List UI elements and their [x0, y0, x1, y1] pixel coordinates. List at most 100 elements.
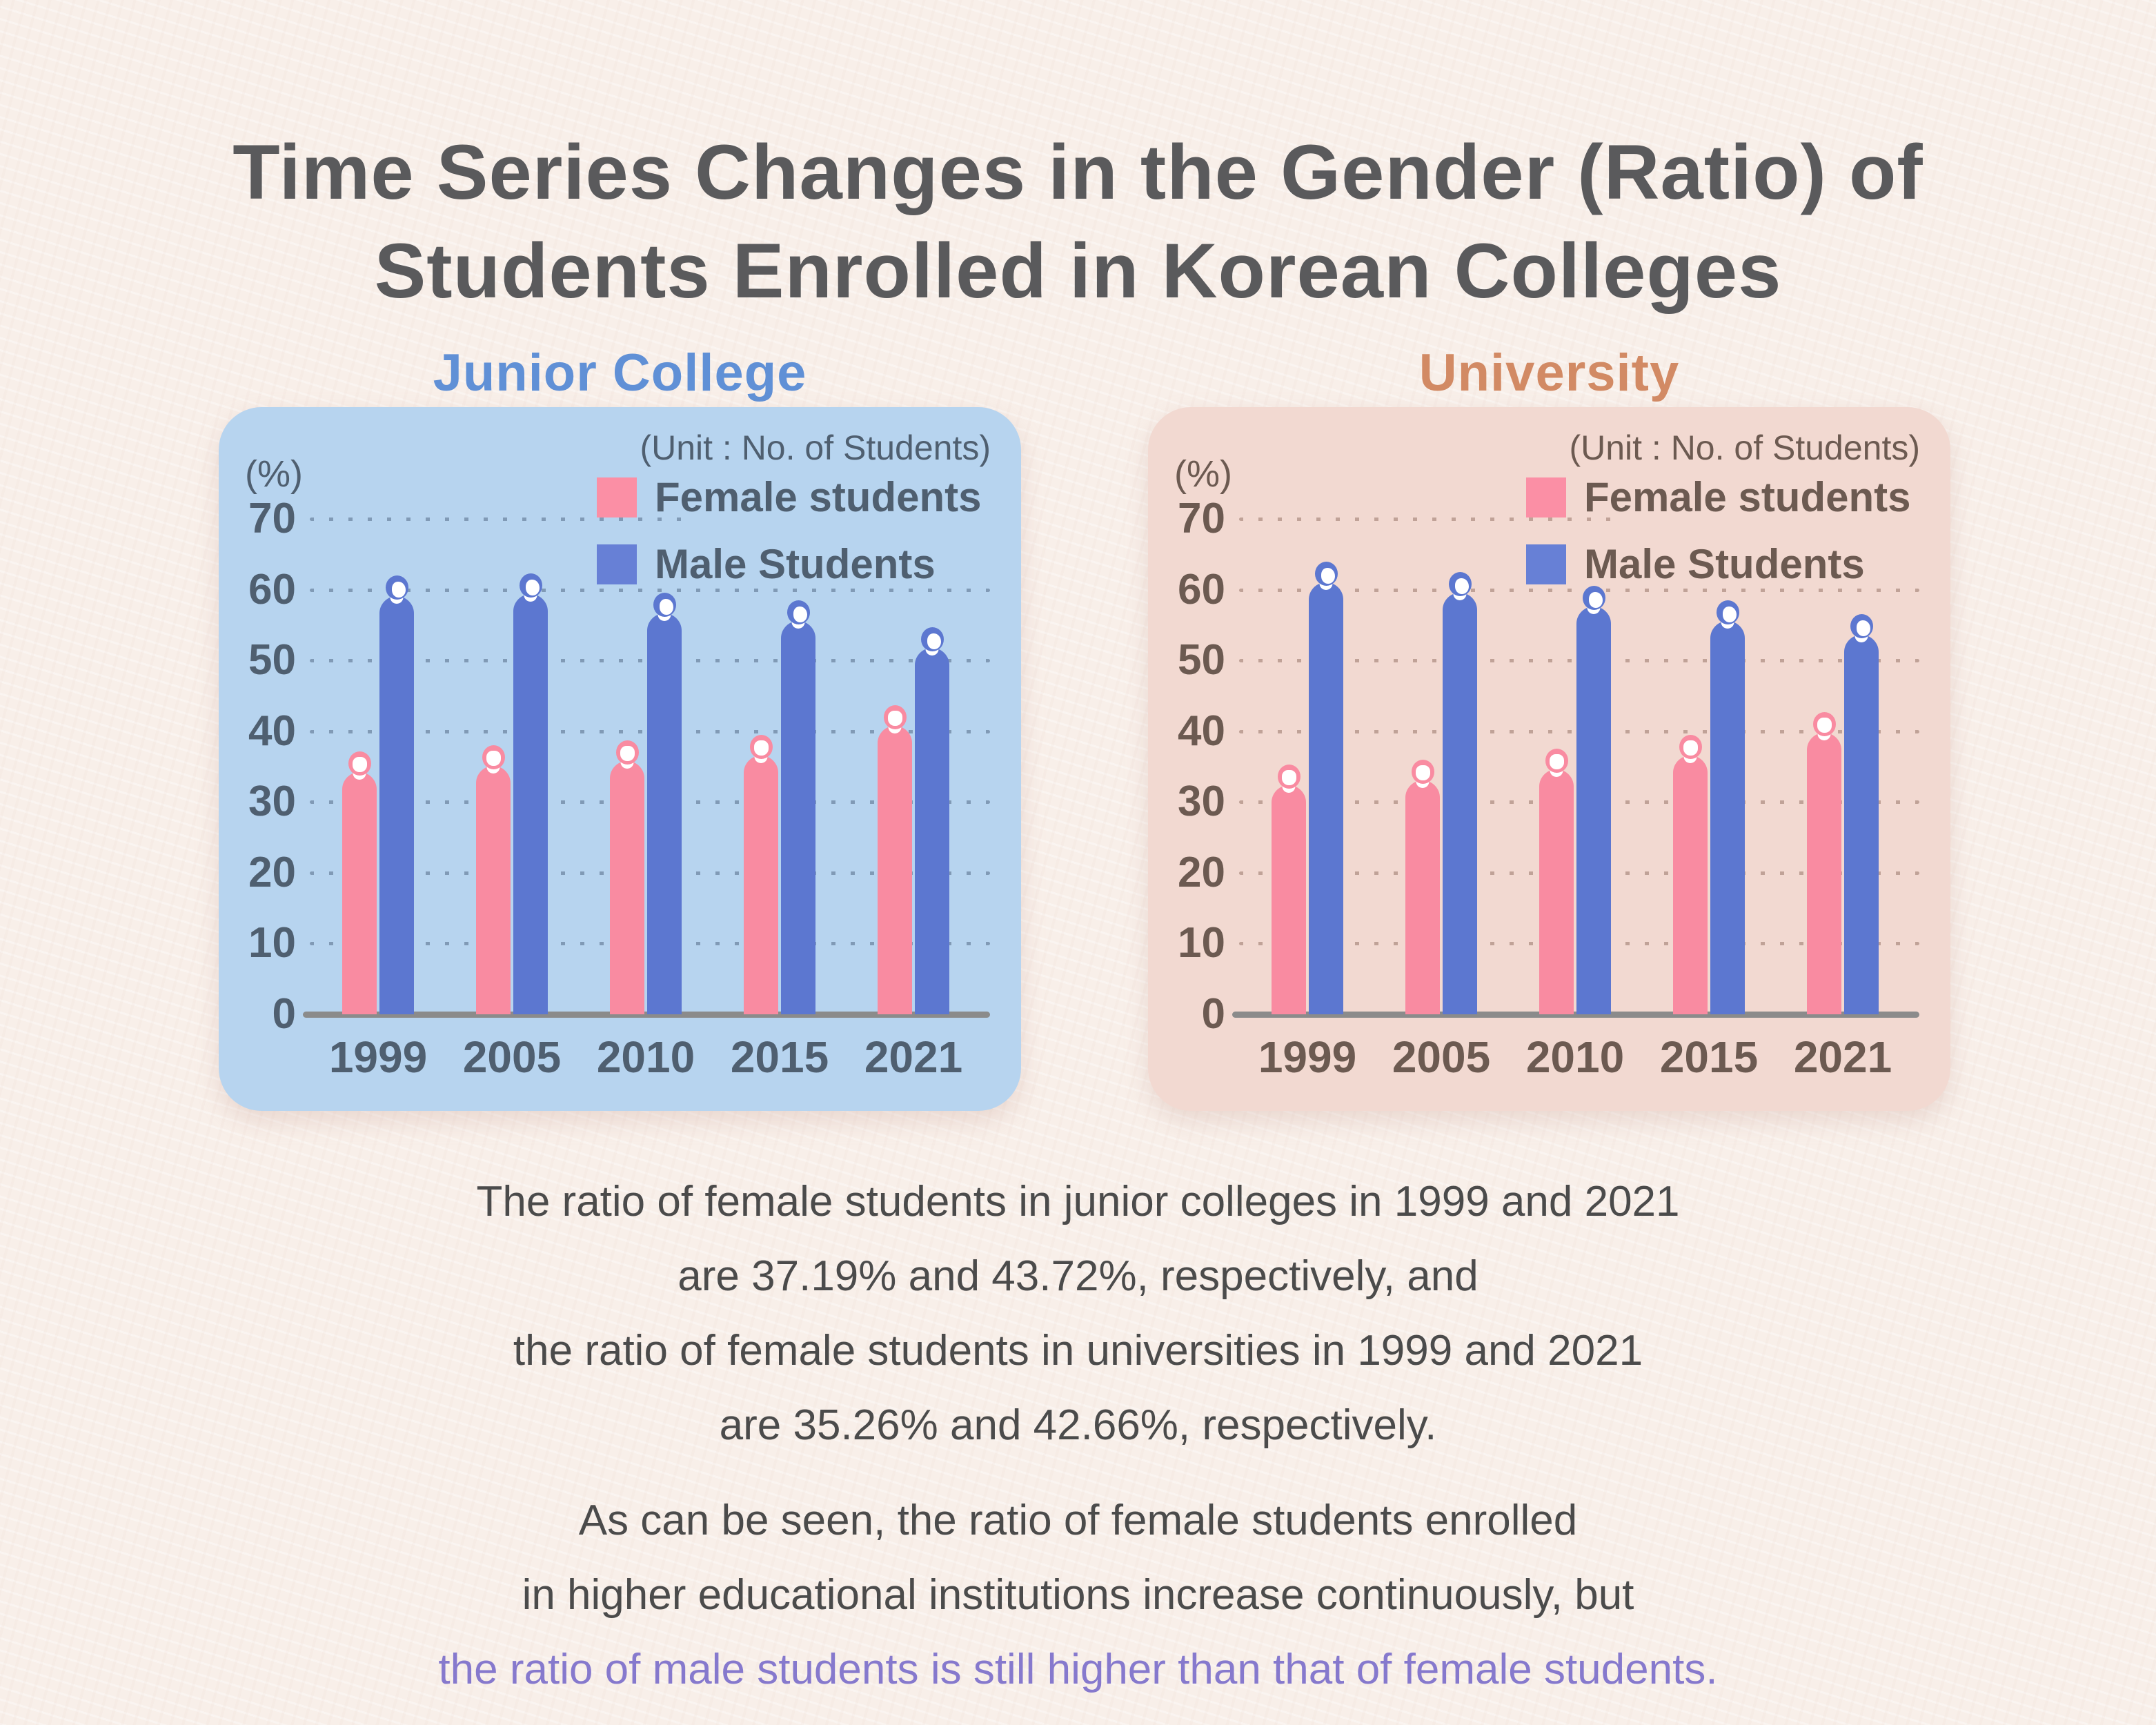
x-tick-2021: 2021 — [864, 1032, 963, 1082]
person-face-icon — [1683, 740, 1698, 756]
unit-note: (Unit : No. of Students) — [1569, 428, 1920, 467]
person-face-icon — [1722, 606, 1737, 622]
summary-paragraph-ratios: The ratio of female students in junior c… — [0, 1165, 2156, 1463]
female-legend-swatch-icon — [597, 477, 637, 518]
gridline-70 — [1239, 518, 1625, 521]
bar-column — [878, 724, 912, 1014]
x-axis-line — [303, 1012, 990, 1018]
page-title-line2: Students Enrolled in Korean Colleges — [374, 228, 1782, 315]
female-bar-2021 — [878, 704, 912, 1014]
female-bar-2010 — [1539, 749, 1574, 1014]
female-bar-2021 — [1807, 712, 1841, 1014]
female-bar-2005 — [1405, 759, 1440, 1014]
bar-column — [1272, 784, 1306, 1014]
gridline-70 — [310, 518, 696, 521]
female-person-icon — [1411, 759, 1434, 784]
page-title-line1: Time Series Changes in the Gender (Ratio… — [233, 129, 1923, 215]
x-tick-2021: 2021 — [1793, 1032, 1892, 1082]
person-face-icon — [659, 598, 673, 615]
male-person-icon — [920, 627, 944, 651]
person-face-icon — [1321, 567, 1335, 584]
female-bar-1999 — [1272, 765, 1306, 1014]
bar-column — [781, 619, 815, 1014]
chart-title-university: University — [1418, 344, 1680, 402]
bar-column — [1710, 619, 1745, 1014]
x-tick-2015: 2015 — [1659, 1032, 1759, 1082]
male-bar-2010 — [1576, 586, 1611, 1014]
junior-college-chart: Junior College (%) (Unit : No. of Studen… — [219, 339, 1021, 1111]
male-bar-1999 — [379, 575, 414, 1014]
y-tick-10: 10 — [248, 919, 296, 967]
male-bar-1999 — [1309, 561, 1343, 1014]
male-legend-swatch-icon — [1526, 544, 1566, 584]
chart-title-junior-college: Junior College — [433, 344, 807, 402]
person-face-icon — [887, 710, 902, 726]
legend-label-female: Female students — [1584, 474, 1911, 520]
male-person-icon — [519, 573, 542, 598]
y-tick-30: 30 — [248, 778, 296, 826]
legend-label-male: Male Students — [1584, 541, 1865, 587]
bar-column — [647, 611, 682, 1014]
x-tick-2005: 2005 — [462, 1032, 562, 1082]
y-tick-70: 70 — [248, 495, 296, 542]
unit-note: (Unit : No. of Students) — [640, 428, 991, 467]
x-tick-2010: 2010 — [1525, 1032, 1625, 1082]
conclusion-text-line-2: in higher educational institutions incre… — [522, 1571, 1634, 1619]
person-face-icon — [753, 740, 769, 756]
x-tick-2005: 2005 — [1392, 1032, 1491, 1082]
male-person-icon — [653, 592, 676, 617]
bar-column — [1844, 633, 1879, 1014]
bar-column — [513, 592, 548, 1014]
person-face-icon — [525, 579, 540, 595]
y-tick-40: 40 — [1178, 707, 1225, 755]
percent-axis-label: (%) — [1174, 453, 1232, 495]
ratio-text-line-4: are 35.26% and 42.66%, respectively. — [719, 1401, 1437, 1449]
bar-column — [915, 646, 949, 1014]
legend-item-female: Female students — [1526, 473, 1910, 521]
y-tick-30: 30 — [1178, 778, 1225, 826]
bar-column — [610, 760, 644, 1014]
female-person-icon — [482, 745, 505, 770]
gridline-60 — [1239, 588, 1919, 592]
legend-label-male: Male Students — [655, 541, 936, 587]
percent-axis-label: (%) — [245, 453, 303, 495]
female-person-icon — [1812, 712, 1836, 737]
female-person-icon — [1277, 765, 1300, 789]
male-bar-2021 — [1844, 614, 1879, 1014]
bar-column — [1309, 580, 1343, 1014]
male-bar-2005 — [1443, 571, 1477, 1014]
person-face-icon — [927, 633, 941, 649]
person-face-icon — [1588, 592, 1603, 609]
bar-column — [342, 770, 377, 1014]
male-bar-2015 — [781, 600, 815, 1014]
person-face-icon — [1415, 765, 1430, 780]
x-tick-1999: 1999 — [328, 1032, 428, 1082]
person-face-icon — [1549, 754, 1564, 770]
bar-column — [1807, 731, 1841, 1014]
female-bar-2015 — [1673, 734, 1708, 1014]
male-bar-2005 — [513, 573, 548, 1014]
y-tick-50: 50 — [248, 636, 296, 684]
y-tick-60: 60 — [248, 565, 296, 613]
female-person-icon — [1679, 734, 1702, 759]
female-bar-2005 — [476, 745, 511, 1014]
person-face-icon — [391, 582, 406, 598]
y-tick-0: 0 — [272, 990, 296, 1038]
bar-column — [1539, 768, 1574, 1014]
university-chart: University (%) (Unit : No. of Students) … — [1148, 339, 1950, 1111]
male-person-icon — [1850, 614, 1873, 639]
person-face-icon — [352, 756, 367, 772]
male-person-icon — [1448, 571, 1472, 596]
male-person-icon — [1314, 561, 1338, 586]
y-tick-40: 40 — [248, 707, 296, 755]
person-face-icon — [1856, 620, 1870, 637]
university-panel: (%) (Unit : No. of Students) Female stud… — [1148, 407, 1950, 1111]
summary-paragraph-conclusion: As can be seen, the ratio of female stud… — [0, 1483, 2156, 1707]
conclusion-highlight-line: the ratio of male students is still high… — [438, 1646, 1718, 1693]
bar-column — [1673, 753, 1708, 1014]
female-bar-2015 — [744, 734, 778, 1014]
female-person-icon — [348, 751, 371, 776]
person-face-icon — [620, 746, 635, 762]
legend-item-female: Female students — [597, 473, 981, 521]
bar-column — [1576, 605, 1611, 1014]
